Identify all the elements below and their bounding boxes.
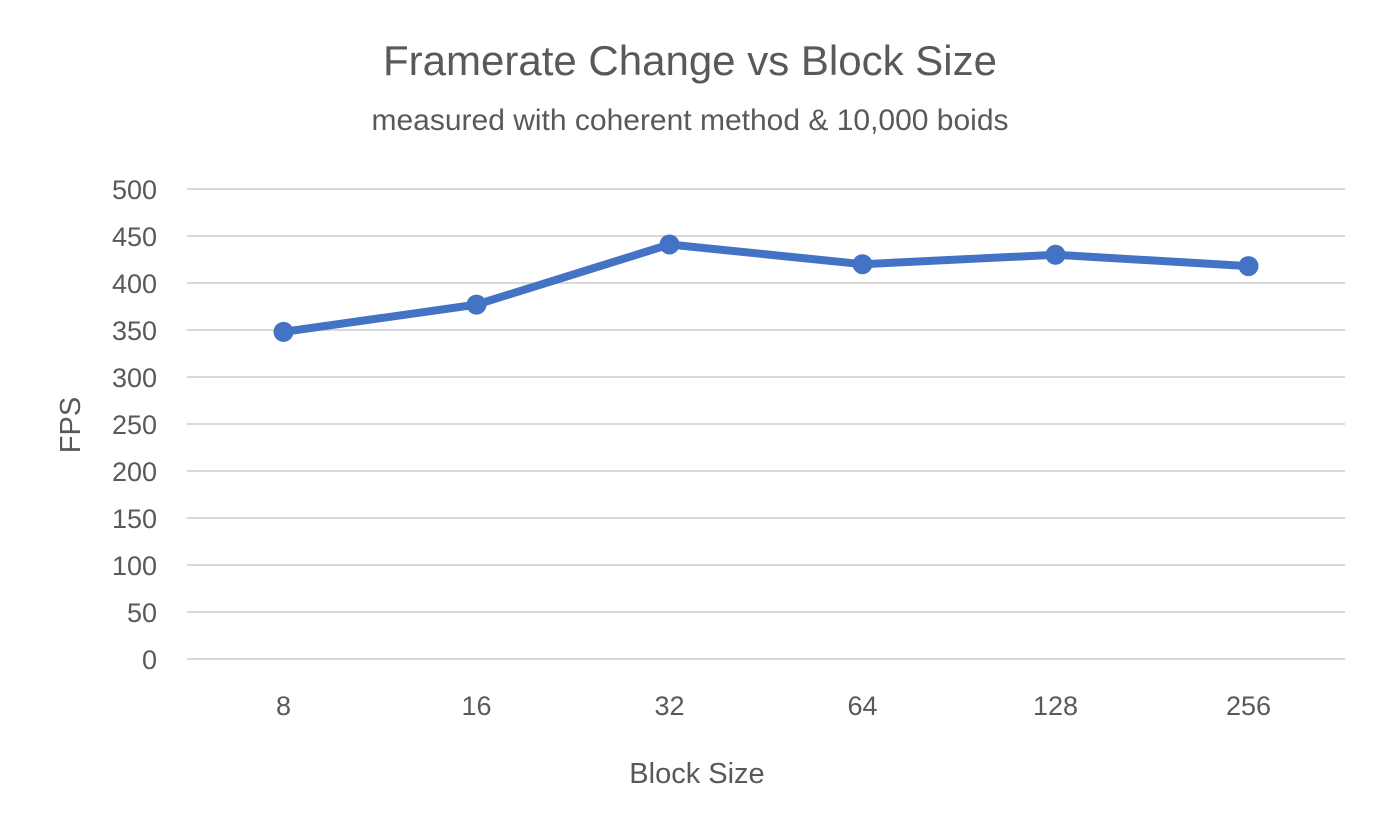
gridlines [187,188,1345,660]
x-tick-label: 8 [276,691,291,721]
data-point [1045,244,1066,265]
y-tick-label: 300 [112,363,157,393]
chart-title: Framerate Change vs Block Size [383,37,997,84]
series-layer [273,234,1259,342]
y-tick-label: 450 [112,222,157,252]
y-tick-label: 150 [112,504,157,534]
x-tick-label: 128 [1033,691,1078,721]
x-tick-label: 64 [847,691,877,721]
y-tick-label: 400 [112,269,157,299]
y-tick-label: 100 [112,551,157,581]
chart-subtitle: measured with coherent method & 10,000 b… [371,104,1008,137]
y-tick-label: 350 [112,316,157,346]
data-point [852,254,873,275]
series-line [279,240,1253,336]
x-axis-label: Block Size [629,758,764,790]
y-axis-label: FPS [55,397,87,453]
data-point [466,294,487,315]
y-tick-label: 500 [112,175,157,205]
y-tick-label: 200 [112,457,157,487]
y-axis-ticks: 0 50 100 150 200 250 300 350 400 450 500 [112,175,157,675]
y-tick-label: 0 [142,645,157,675]
data-point [1238,256,1259,277]
data-point [273,321,294,342]
x-axis-ticks: 8 16 32 64 128 256 [276,691,1271,721]
data-point [659,234,680,255]
x-tick-label: 32 [654,691,684,721]
y-tick-label: 50 [127,598,157,628]
x-tick-label: 256 [1226,691,1271,721]
x-tick-label: 16 [461,691,491,721]
y-tick-label: 250 [112,410,157,440]
